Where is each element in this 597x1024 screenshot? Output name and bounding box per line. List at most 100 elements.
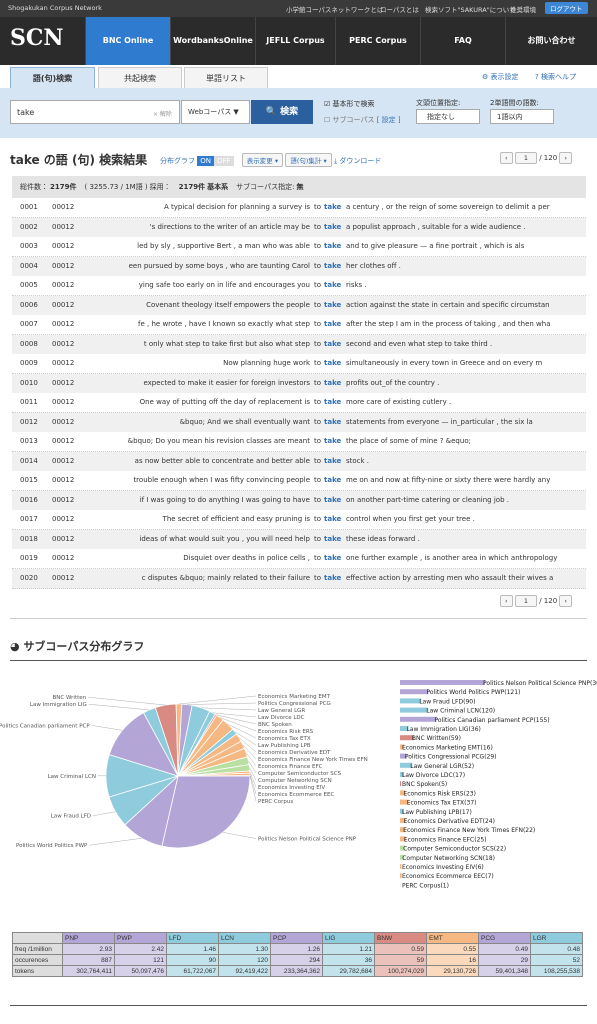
bar-label: BNC Spoken(5) xyxy=(402,781,447,788)
concordance-row: 0018 00012 ideas of what would suit you , … xyxy=(12,529,586,550)
text-id: 00012 xyxy=(52,222,75,231)
top-link[interactable]: 小学館コーパスネットワークとは xyxy=(286,6,384,14)
position-select[interactable]: 指定なし xyxy=(416,109,480,124)
leader-line xyxy=(91,725,123,731)
right-context: risks . xyxy=(346,281,367,289)
left-context: ideas of what would suit you , you will … xyxy=(102,530,310,549)
nav-item[interactable]: PERC Corpus xyxy=(335,17,420,65)
help-link[interactable]: ? 検索ヘルプ xyxy=(535,73,576,81)
next[interactable]: › xyxy=(559,595,573,607)
keyword[interactable]: take xyxy=(324,515,342,523)
leader-line xyxy=(228,724,257,739)
toggle-off[interactable]: OFF xyxy=(213,156,234,166)
nav-item[interactable]: お問い合わせ xyxy=(505,17,597,65)
bar xyxy=(400,735,414,741)
pie-label: BNC Spoken xyxy=(258,722,292,728)
table-cell: 1.26 xyxy=(270,943,323,955)
keyword[interactable]: take xyxy=(324,534,342,543)
pie-label: Economics Finance New York Times EFN xyxy=(258,757,368,763)
right-context: control when you first get your tree . xyxy=(346,515,475,523)
keyword[interactable]: take xyxy=(324,222,342,231)
keyword[interactable]: take xyxy=(324,300,342,309)
keyword[interactable]: take xyxy=(324,417,342,426)
bar xyxy=(400,781,402,787)
keyword[interactable]: take xyxy=(324,398,342,406)
toggle-on[interactable]: ON xyxy=(197,156,214,166)
pie-label: Economics Tax ETX xyxy=(258,736,311,742)
left-context: &bquo; Do you mean his revision classes … xyxy=(102,432,310,451)
row-number: 0001 xyxy=(20,203,38,211)
base-form-check[interactable]: ☑ 基本形で検索 xyxy=(324,100,375,108)
pre-key: to xyxy=(314,515,322,523)
search-input[interactable]: take × 解除 xyxy=(10,100,180,124)
keyword[interactable]: take xyxy=(324,261,342,270)
keyword[interactable]: take xyxy=(324,242,342,250)
pager-top: ‹ 1 / 120 › xyxy=(500,152,573,164)
page-input[interactable]: 1 xyxy=(514,152,537,164)
pie-label: Law Publishing LPB xyxy=(258,743,311,749)
keyword[interactable]: take xyxy=(324,320,342,328)
bar-label: Economics Ecommerce EEC(7) xyxy=(402,873,494,880)
column-header: LGR xyxy=(530,932,583,944)
nav-item[interactable]: WordbanksOnline xyxy=(170,17,255,65)
prev[interactable]: ‹ xyxy=(500,152,513,164)
right-context: statements from everyone — in_particular… xyxy=(346,417,533,426)
keyword[interactable]: take xyxy=(324,203,342,211)
nav-item[interactable]: FAQ xyxy=(420,17,505,65)
bar-label: BNC Written(59) xyxy=(412,735,461,742)
keyword[interactable]: take xyxy=(324,437,342,445)
gap-select[interactable]: 1語以内 xyxy=(490,109,554,124)
logo[interactable]: SCN xyxy=(10,25,64,51)
keyword[interactable]: take xyxy=(324,456,342,465)
left-text: Disquiet over deaths in police cells , xyxy=(183,554,310,562)
pie-label: Economics Finance EFC xyxy=(258,764,323,770)
display-button[interactable]: 表示変更 ▾ xyxy=(241,153,284,167)
subcorpus-check[interactable]: ☐ サブコーパス [ 設定 ] xyxy=(324,116,401,124)
download-link[interactable]: ⤓ ダウンロード xyxy=(334,157,382,165)
logout-button[interactable]: ログアウト xyxy=(545,2,588,14)
bar xyxy=(400,762,413,768)
tab[interactable]: 語(句)検索 xyxy=(10,67,95,88)
pie-label: Law Divorce LDC xyxy=(258,715,305,721)
keyword[interactable]: take xyxy=(324,573,342,582)
table-cell: 29 xyxy=(478,954,531,966)
keyword[interactable]: take xyxy=(324,339,342,348)
graph-label: 分布グラフ xyxy=(160,157,195,165)
summary-part: 採用： xyxy=(149,183,171,191)
clear-button[interactable]: × 解除 xyxy=(153,111,172,118)
tab[interactable]: 単語リスト xyxy=(184,67,268,88)
keyword[interactable]: take xyxy=(324,495,342,504)
text-id: 00012 xyxy=(52,242,75,250)
pre-key: to xyxy=(314,476,322,484)
top-link[interactable]: 推奨環境 xyxy=(510,6,536,14)
pre-key: to xyxy=(314,573,322,582)
table-cell: 2.93 xyxy=(62,943,115,955)
top-link[interactable]: コーパスとは xyxy=(380,6,419,14)
brand: Shogakukan Corpus Network xyxy=(8,4,102,12)
text-id: 00012 xyxy=(52,515,75,523)
leader-line xyxy=(212,712,257,718)
keyword[interactable]: take xyxy=(324,281,342,289)
nav-item[interactable]: JEFLL Corpus xyxy=(255,17,335,65)
keyword[interactable]: take xyxy=(324,476,342,484)
settings-link[interactable]: ⚙ 表示設定 xyxy=(482,73,519,81)
tab[interactable]: 共起検索 xyxy=(98,67,182,88)
keyword[interactable]: take xyxy=(324,359,342,367)
left-context: Now planning huge work xyxy=(102,354,310,373)
table-cell: 233,364,362 xyxy=(270,965,323,977)
top-link[interactable]: 検索ソフト"SAKURA"について xyxy=(425,6,516,14)
page-input[interactable]: 1 xyxy=(514,595,537,607)
next[interactable]: › xyxy=(559,152,573,164)
aggregate-button[interactable]: 語(句)集計 ▾ xyxy=(285,153,332,167)
subcorpus-setting[interactable]: [ 設定 ] xyxy=(376,116,401,124)
row-header: freq /1million xyxy=(12,943,63,955)
nav-item[interactable]: BNC Online xyxy=(85,17,170,65)
prev[interactable]: ‹ xyxy=(500,595,513,607)
keyword[interactable]: take xyxy=(324,378,342,387)
search-button[interactable]: 🔍 検索 xyxy=(251,100,313,124)
table-cell: 36 xyxy=(322,954,375,966)
keyword[interactable]: take xyxy=(324,554,342,562)
right-context: and to give pleasure — a fine portrait ,… xyxy=(346,242,525,250)
corpus-select[interactable]: Webコーパス ▼ xyxy=(181,100,250,124)
bar xyxy=(400,808,405,814)
